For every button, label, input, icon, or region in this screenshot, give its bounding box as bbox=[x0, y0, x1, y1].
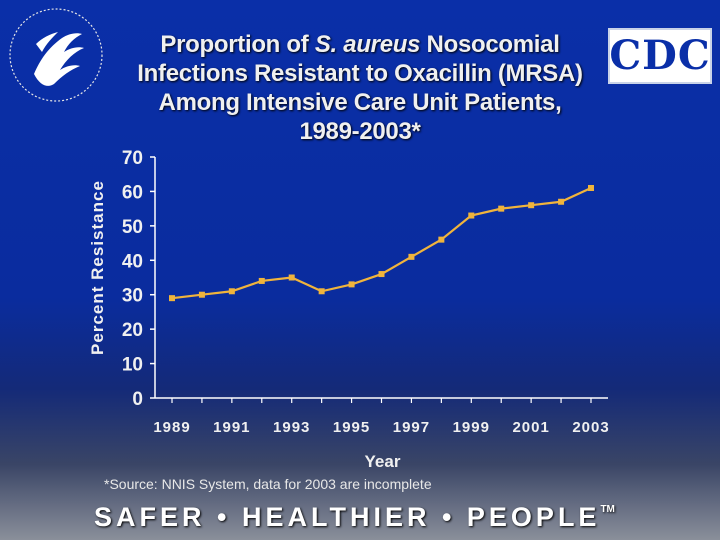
title-line-3: Among Intensive Care Unit Patients, bbox=[158, 89, 562, 116]
data-point-2003 bbox=[588, 184, 594, 191]
cdc-tagline: SAFER • HEALTHIER • PEOPLETM bbox=[94, 502, 615, 533]
data-point-1998 bbox=[438, 236, 445, 243]
y-tick-label: 60 bbox=[122, 182, 143, 203]
x-tick-label: 2003 bbox=[572, 419, 609, 436]
x-tick-label: 1993 bbox=[273, 419, 310, 436]
data-point-1993 bbox=[288, 274, 295, 281]
title-line-2: Infections Resistant to Oxacillin (MRSA) bbox=[137, 60, 583, 87]
cdc-logo-text: CDC bbox=[609, 32, 711, 79]
x-axis-title: Year bbox=[365, 452, 401, 471]
data-point-1991 bbox=[228, 288, 235, 295]
data-point-2002 bbox=[558, 198, 565, 205]
data-point-2001 bbox=[528, 202, 535, 209]
chart-title: Proportion of S. aureus Nosocomial Infec… bbox=[100, 30, 620, 146]
y-tick-label: 0 bbox=[132, 389, 143, 410]
data-point-1994 bbox=[318, 288, 325, 295]
data-point-1995 bbox=[348, 281, 355, 288]
y-tick-label: 30 bbox=[122, 286, 143, 307]
data-point-2000 bbox=[498, 205, 505, 212]
title-line-4: 1989-2003* bbox=[299, 118, 421, 145]
data-point-1989 bbox=[169, 295, 175, 302]
title-line-1: Proportion of S. aureus Nosocomial bbox=[160, 31, 560, 58]
y-tick-label: 10 bbox=[122, 355, 143, 376]
x-tick-label: 1995 bbox=[333, 419, 370, 436]
tagline-text: SAFER • HEALTHIER • PEOPLE bbox=[94, 502, 601, 532]
hhs-eagle-logo bbox=[9, 8, 103, 102]
data-point-1996 bbox=[378, 271, 385, 278]
x-tick-label: 2001 bbox=[512, 419, 549, 436]
x-tick-label: 1997 bbox=[393, 419, 430, 436]
y-tick-label: 20 bbox=[122, 320, 143, 341]
data-point-1999 bbox=[468, 212, 475, 219]
y-tick-label: 70 bbox=[122, 148, 143, 169]
x-tick-label: 1999 bbox=[453, 419, 490, 436]
y-axis-title: Percent Resistance bbox=[88, 180, 107, 355]
trademark-mark: TM bbox=[600, 504, 615, 515]
cdc-logo: CDC bbox=[608, 28, 712, 84]
x-tick-label: 1991 bbox=[213, 419, 250, 436]
source-footnote: *Source: NNIS System, data for 2003 are … bbox=[104, 476, 432, 492]
x-tick-label: 1989 bbox=[153, 419, 190, 436]
y-tick-label: 40 bbox=[122, 251, 143, 272]
y-tick-label: 50 bbox=[122, 217, 143, 238]
data-point-1992 bbox=[258, 277, 265, 284]
data-point-1990 bbox=[198, 291, 205, 298]
data-point-1997 bbox=[408, 253, 415, 260]
